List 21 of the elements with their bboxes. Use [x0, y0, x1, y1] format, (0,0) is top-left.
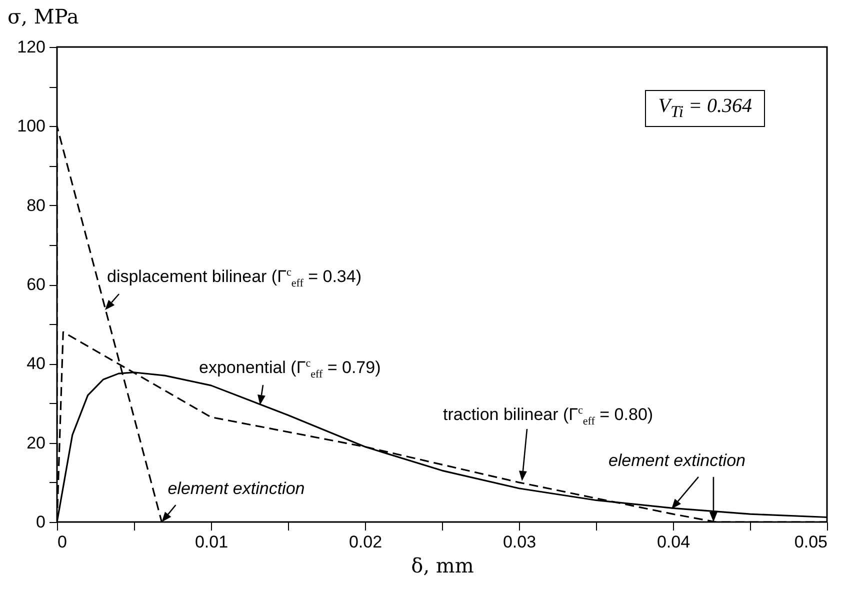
y-tick-label: 0	[36, 512, 46, 532]
x-axis-title: δ, mm	[411, 554, 474, 578]
x-tick-label: 0	[58, 532, 67, 552]
x-tick-label: 0.03	[502, 532, 536, 552]
y-axis-title: σ, MPa	[8, 4, 79, 28]
series-label: exponential (Γ$^{c}$$_{eff}$ = 0.79)	[199, 357, 381, 381]
y-tick-label: 100	[17, 116, 46, 136]
x-tick-label: 0.05	[794, 532, 828, 552]
series-label: displacement bilinear (Γ$^{c}$$_{eff}$ = 0.34)	[107, 266, 362, 290]
y-tick-label: 120	[17, 38, 46, 56]
y-tick-label: 20	[26, 433, 46, 452]
y-tick-label: 40	[26, 354, 46, 374]
annotation: element extinction	[168, 479, 305, 499]
y-tick-label: 80	[26, 196, 46, 215]
x-tick-label: 0.02	[348, 532, 382, 552]
text: traction bilinear (Γ$^{c}$$_{eff}$ = 0.80)	[443, 404, 654, 428]
annotation: V$_{Ti}$ = 0.364	[645, 90, 765, 127]
y-tick-label: 60	[26, 275, 46, 294]
x-tick-label: 0.04	[656, 532, 690, 552]
annotation: element extinction	[608, 450, 746, 471]
x-tick-label: 0.01	[194, 532, 228, 552]
